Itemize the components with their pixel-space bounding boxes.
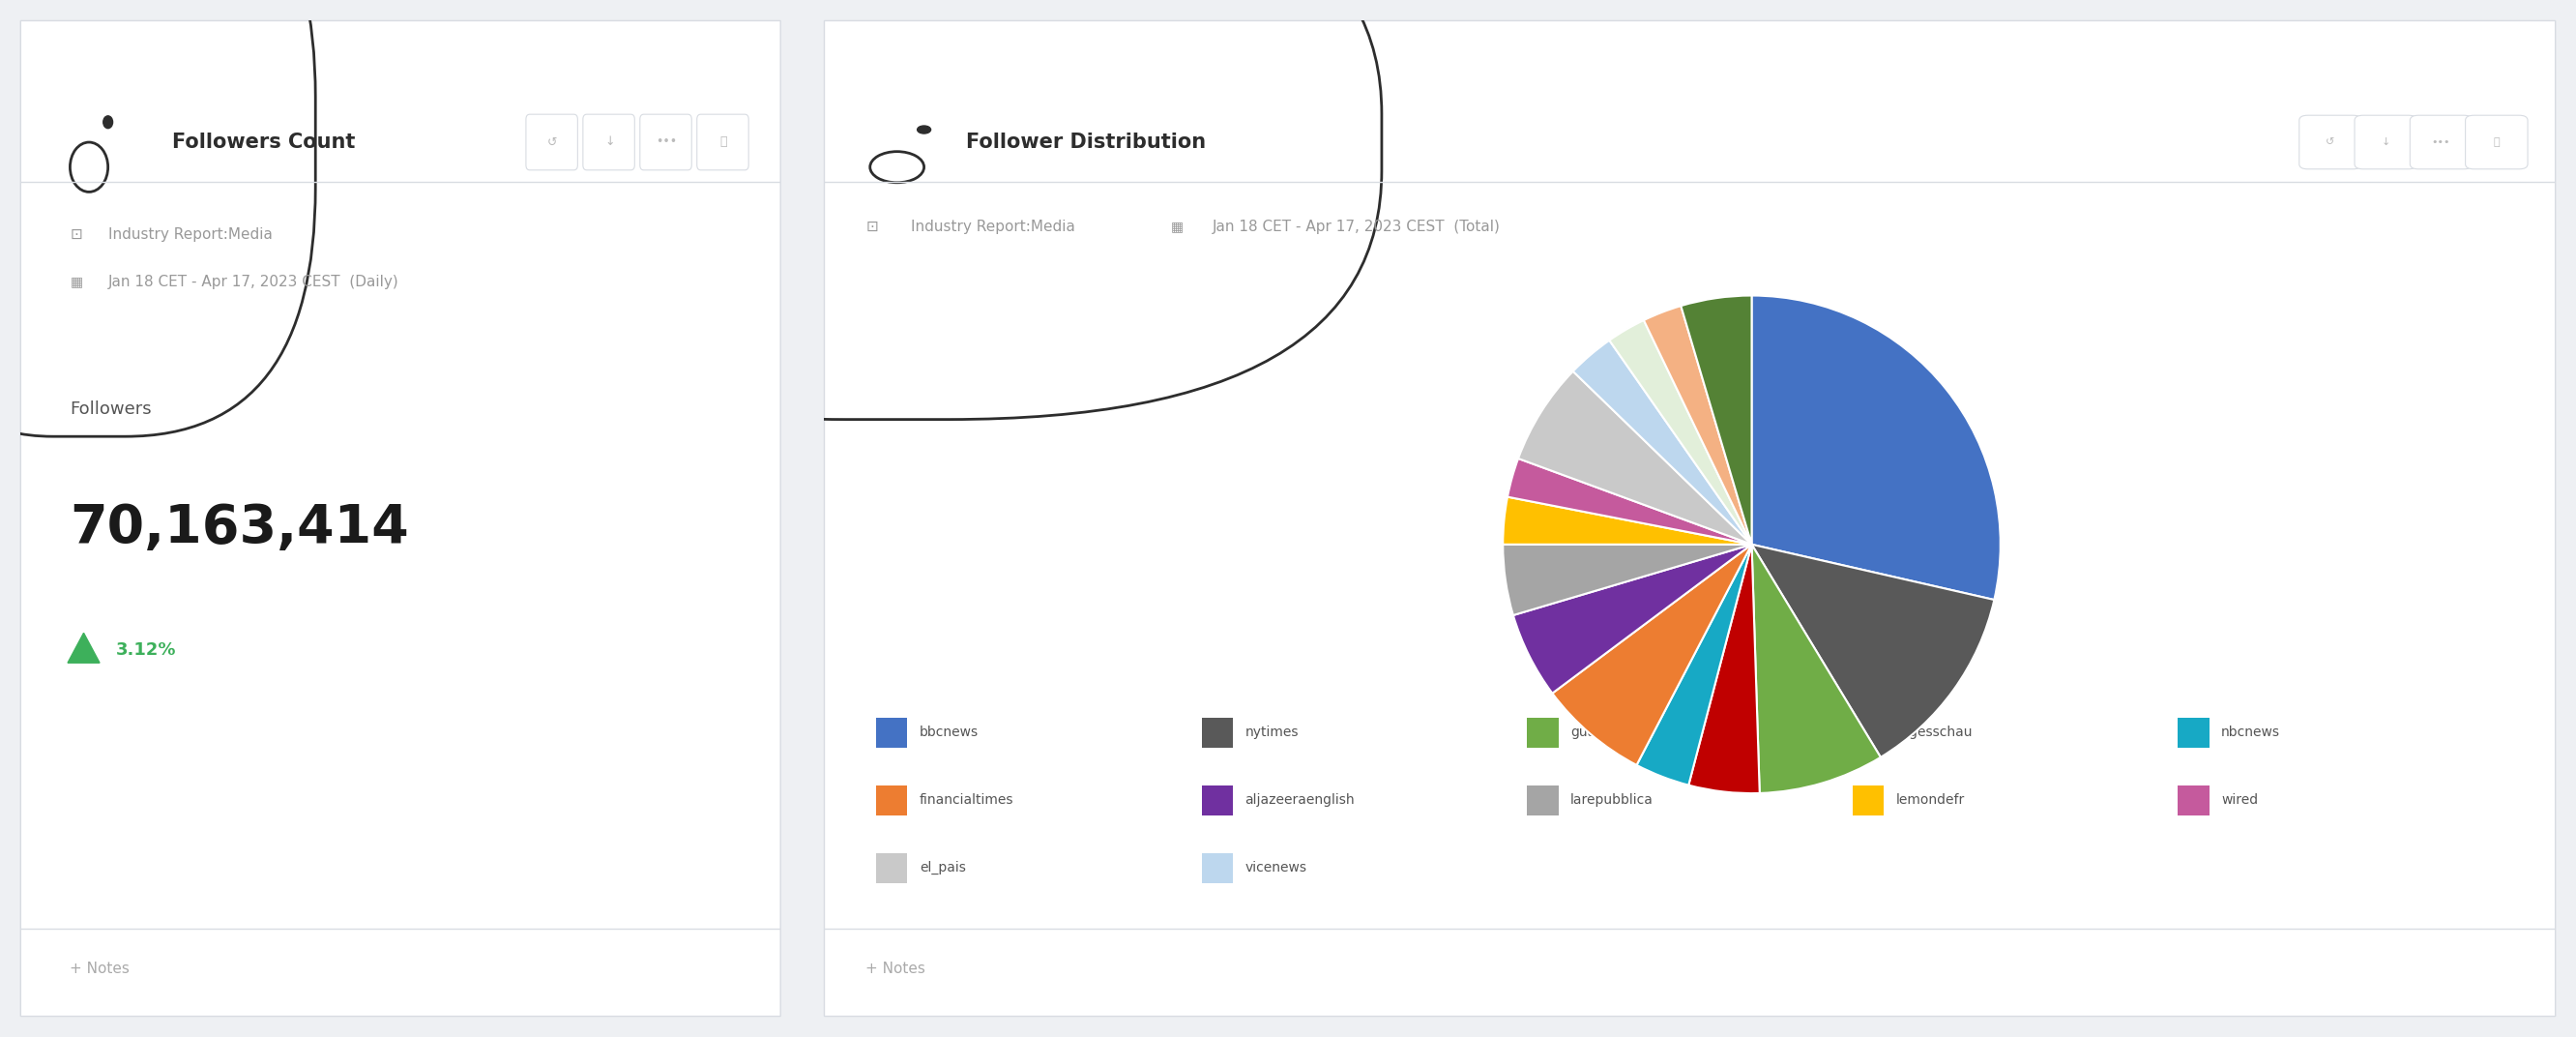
Text: vicenews: vicenews xyxy=(1244,861,1306,874)
FancyBboxPatch shape xyxy=(824,21,2555,1016)
FancyBboxPatch shape xyxy=(1200,718,1234,748)
FancyBboxPatch shape xyxy=(1200,785,1234,815)
Wedge shape xyxy=(1752,296,2002,599)
Text: ↓: ↓ xyxy=(605,136,616,148)
Wedge shape xyxy=(1502,544,1752,615)
Wedge shape xyxy=(1682,296,1752,544)
Text: Jan 18 CET - Apr 17, 2023 CEST  (Daily): Jan 18 CET - Apr 17, 2023 CEST (Daily) xyxy=(108,275,399,289)
Text: ⤢: ⤢ xyxy=(2494,137,2499,147)
Text: 3.12%: 3.12% xyxy=(116,641,175,658)
Wedge shape xyxy=(1512,544,1752,694)
Wedge shape xyxy=(1610,320,1752,544)
Wedge shape xyxy=(1690,544,1759,793)
FancyBboxPatch shape xyxy=(1852,785,1883,815)
Text: + Notes: + Notes xyxy=(70,961,129,976)
Wedge shape xyxy=(1507,458,1752,544)
Text: ⊡: ⊡ xyxy=(70,227,82,242)
Text: Followers: Followers xyxy=(70,400,152,418)
FancyBboxPatch shape xyxy=(876,718,907,748)
FancyBboxPatch shape xyxy=(698,114,750,170)
Wedge shape xyxy=(1517,371,1752,544)
Wedge shape xyxy=(1752,544,1994,757)
Text: Jan 18 CET - Apr 17, 2023 CEST  (Total): Jan 18 CET - Apr 17, 2023 CEST (Total) xyxy=(1213,220,1499,234)
FancyBboxPatch shape xyxy=(2300,115,2362,169)
Text: ▦: ▦ xyxy=(1170,220,1182,233)
Text: Followers Count: Followers Count xyxy=(173,133,355,151)
Text: guardian: guardian xyxy=(1571,726,1631,739)
FancyBboxPatch shape xyxy=(1200,853,1234,882)
Text: lemondefr: lemondefr xyxy=(1896,793,1965,807)
Text: ↺: ↺ xyxy=(549,136,556,148)
FancyBboxPatch shape xyxy=(1528,718,1558,748)
FancyBboxPatch shape xyxy=(2354,115,2416,169)
FancyBboxPatch shape xyxy=(876,785,907,815)
Text: nytimes: nytimes xyxy=(1244,726,1298,739)
Text: •••: ••• xyxy=(657,136,677,148)
Text: larepubblica: larepubblica xyxy=(1571,793,1654,807)
Text: Follower Distribution: Follower Distribution xyxy=(966,133,1206,151)
Text: bbcnews: bbcnews xyxy=(920,726,979,739)
Text: ⊡: ⊡ xyxy=(866,220,878,234)
Circle shape xyxy=(917,125,930,134)
Wedge shape xyxy=(1752,544,1880,793)
FancyBboxPatch shape xyxy=(2179,785,2210,815)
Polygon shape xyxy=(67,633,100,663)
Text: ▦: ▦ xyxy=(70,275,82,288)
Text: 70,163,414: 70,163,414 xyxy=(70,502,410,555)
FancyBboxPatch shape xyxy=(526,114,577,170)
FancyBboxPatch shape xyxy=(1528,785,1558,815)
Text: nbcnews: nbcnews xyxy=(2221,726,2280,739)
Text: financialtimes: financialtimes xyxy=(920,793,1015,807)
FancyBboxPatch shape xyxy=(582,114,634,170)
FancyBboxPatch shape xyxy=(2465,115,2527,169)
FancyBboxPatch shape xyxy=(1852,718,1883,748)
FancyBboxPatch shape xyxy=(639,114,690,170)
Wedge shape xyxy=(1574,340,1752,544)
Text: ↺: ↺ xyxy=(2326,137,2334,147)
Text: Industry Report:Media: Industry Report:Media xyxy=(912,220,1074,234)
Text: ⤢: ⤢ xyxy=(719,136,726,148)
Text: ↓: ↓ xyxy=(2380,137,2391,147)
Text: tagesschau: tagesschau xyxy=(1896,726,1973,739)
Text: Industry Report:Media: Industry Report:Media xyxy=(108,227,273,242)
Wedge shape xyxy=(1643,306,1752,544)
Wedge shape xyxy=(1636,544,1752,785)
Text: aljazeeraenglish: aljazeeraenglish xyxy=(1244,793,1355,807)
Wedge shape xyxy=(1553,544,1752,765)
FancyBboxPatch shape xyxy=(2179,718,2210,748)
Text: wired: wired xyxy=(2221,793,2259,807)
FancyBboxPatch shape xyxy=(876,853,907,882)
FancyBboxPatch shape xyxy=(2411,115,2473,169)
Text: + Notes: + Notes xyxy=(866,961,925,976)
Text: el_pais: el_pais xyxy=(920,861,966,875)
FancyBboxPatch shape xyxy=(21,21,781,1016)
Text: •••: ••• xyxy=(2432,137,2450,147)
Wedge shape xyxy=(1502,497,1752,544)
Circle shape xyxy=(103,116,113,129)
